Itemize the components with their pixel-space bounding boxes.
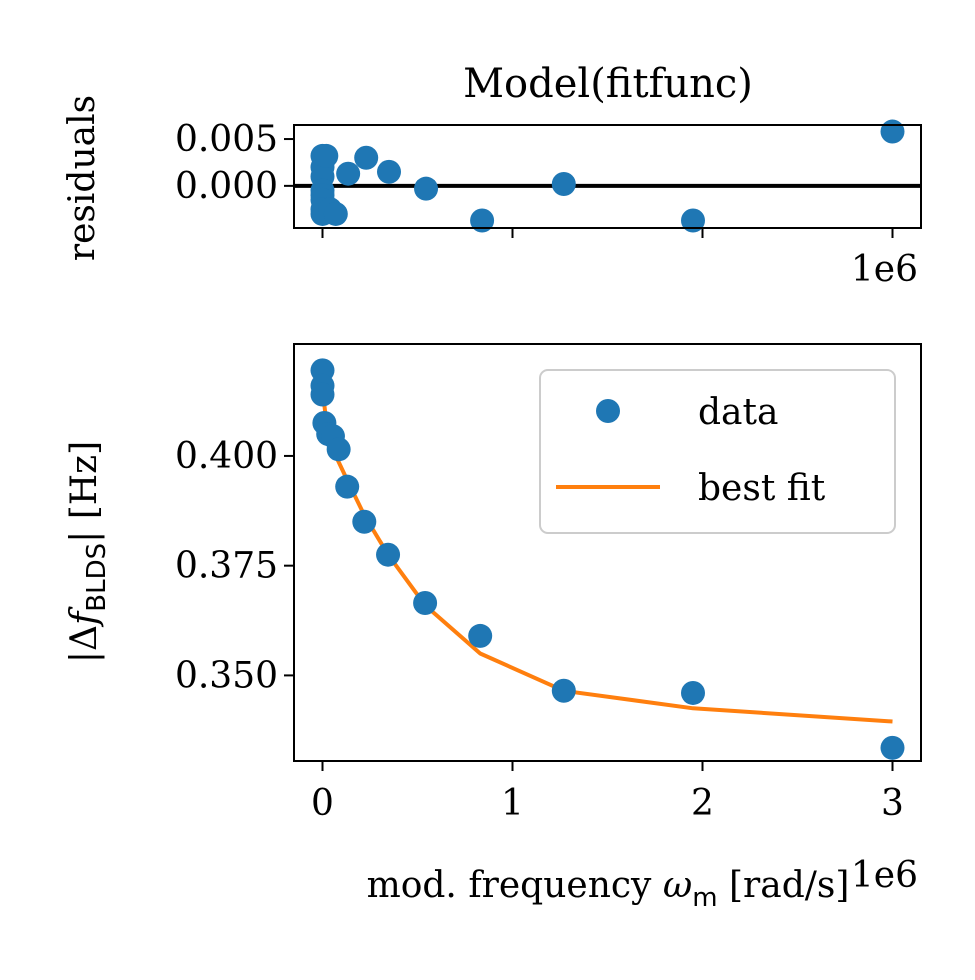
residuals-yticks: 0.000 0.005 — [175, 119, 294, 207]
residuals-xticks — [321, 228, 894, 238]
xlabel-subscript: m — [692, 883, 717, 913]
main-ytick-label: 0.350 — [175, 655, 278, 696]
ylabel-prefix: |Δ — [64, 625, 105, 663]
residuals-offset-label: 1e6 — [851, 249, 918, 290]
data-points — [310, 358, 905, 760]
data-point — [310, 382, 335, 407]
legend-box — [539, 369, 896, 534]
main-panel: 0.350 0.375 0.400 0 1 2 3 |ΔfBLDS| [Hz] mod. … — [64, 343, 922, 913]
main-xtick-label: 1 — [501, 783, 524, 824]
main-ytick-label: 0.400 — [175, 436, 278, 477]
residual-point — [314, 143, 339, 168]
residuals-ytick-label: 0.005 — [175, 119, 278, 160]
residual-point — [323, 201, 348, 226]
main-ylabel: |ΔfBLDS| [Hz] — [64, 441, 112, 663]
legend-data-marker — [596, 399, 620, 423]
main-xlabel: mod. frequency ωm [rad/s] — [367, 865, 850, 913]
residual-point — [551, 171, 576, 196]
residual-point — [681, 208, 705, 233]
data-point — [681, 680, 705, 705]
residual-point — [377, 159, 401, 184]
data-point — [326, 437, 351, 462]
residual-point — [470, 208, 495, 233]
main-xtick-label: 2 — [691, 783, 714, 824]
main-offset-label: 1e6 — [851, 855, 918, 896]
main-frame — [293, 343, 922, 762]
xlabel-symbol: ω — [663, 865, 692, 906]
residuals-ylabel: residuals — [62, 95, 103, 261]
main-xticks: 0 1 2 3 — [311, 761, 904, 824]
data-point — [880, 735, 905, 760]
main-ytick-label: 0.375 — [175, 546, 278, 587]
ylabel-suffix: | [Hz] — [64, 441, 105, 543]
residuals-points — [310, 119, 905, 233]
legend-fit-label: best fit — [698, 468, 826, 509]
data-point — [376, 542, 401, 567]
residuals-ytick-label: 0.000 — [175, 166, 278, 207]
data-point — [468, 623, 493, 648]
xlabel-unit: [rad/s] — [729, 865, 849, 906]
residual-point — [354, 145, 379, 170]
ylabel-subscript: BLDS — [82, 543, 112, 612]
main-xtick-label: 3 — [881, 783, 904, 824]
main-yticks: 0.350 0.375 0.400 — [175, 436, 294, 696]
legend-data-label: data — [698, 392, 778, 433]
residuals-frame — [293, 124, 922, 229]
main-xtick-label: 0 — [311, 783, 334, 824]
residual-point — [414, 176, 439, 201]
data-point — [335, 474, 360, 499]
residuals-panel: Model(fitfunc) residuals 0.000 0.005 1e6 — [62, 61, 922, 290]
data-point — [352, 509, 377, 534]
residuals-title: Model(fitfunc) — [463, 61, 753, 107]
residual-point — [336, 161, 361, 186]
data-point — [413, 590, 438, 615]
data-point — [551, 678, 576, 703]
legend: data best fit — [539, 369, 896, 534]
residual-point — [880, 119, 905, 144]
xlabel-text: mod. frequency — [367, 865, 652, 906]
